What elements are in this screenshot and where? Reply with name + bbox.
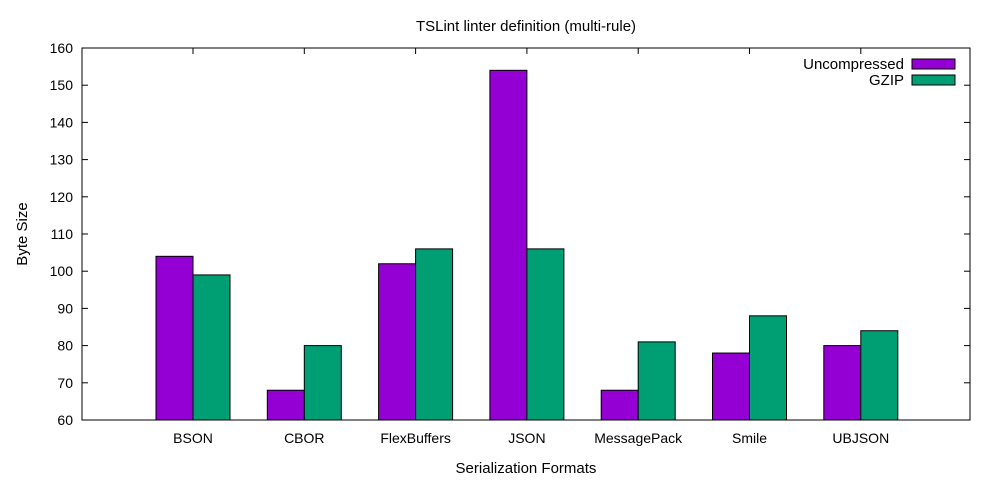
y-tick-label: 60 xyxy=(57,412,73,428)
y-tick-label: 90 xyxy=(57,300,73,316)
chart-title: TSLint linter definition (multi-rule) xyxy=(416,18,636,35)
legend-label: GZIP xyxy=(869,72,904,89)
bar-uncompressed-flexbuffers xyxy=(378,263,417,421)
bar-uncompressed-json xyxy=(489,69,528,421)
bar-gzip-cbor xyxy=(303,345,342,421)
y-tick-label: 110 xyxy=(51,226,74,242)
y-tick-label: 140 xyxy=(50,114,74,130)
y-tick-label: 70 xyxy=(57,375,73,391)
x-tick-label: CBOR xyxy=(284,430,324,446)
legend-swatch xyxy=(911,74,956,86)
x-tick-label: FlexBuffers xyxy=(380,430,451,446)
x-tick-label: JSON xyxy=(508,430,545,446)
bar-uncompressed-bson xyxy=(155,255,194,421)
bar-uncompressed-cbor xyxy=(266,389,305,421)
x-tick-label: BSON xyxy=(173,430,213,446)
bar-gzip-bson xyxy=(192,274,231,421)
x-axis-label: Serialization Formats xyxy=(456,460,597,477)
legend-swatch xyxy=(911,58,956,70)
bar-gzip-flexbuffers xyxy=(415,248,454,421)
y-tick-label: 120 xyxy=(50,189,74,205)
bar-uncompressed-smile xyxy=(712,352,750,421)
bar-gzip-json xyxy=(526,248,565,421)
bar-uncompressed-ubjson xyxy=(823,345,862,421)
x-tick-label: UBJSON xyxy=(832,430,889,446)
y-tick-label: 150 xyxy=(50,77,74,93)
x-tick-label: MessagePack xyxy=(594,430,683,446)
bar-gzip-ubjson xyxy=(860,330,899,421)
bar-gzip-smile xyxy=(749,315,787,421)
x-tick-label: Smile xyxy=(732,430,767,446)
y-tick-label: 100 xyxy=(50,263,74,279)
bar-uncompressed-messagepack xyxy=(600,389,639,421)
legend-label: Uncompressed xyxy=(803,56,904,73)
bar-gzip-messagepack xyxy=(637,341,676,421)
y-tick-label: 160 xyxy=(50,40,74,56)
y-tick-label: 80 xyxy=(57,338,73,354)
y-tick-label: 130 xyxy=(50,152,74,168)
y-axis-label: Byte Size xyxy=(14,202,31,265)
